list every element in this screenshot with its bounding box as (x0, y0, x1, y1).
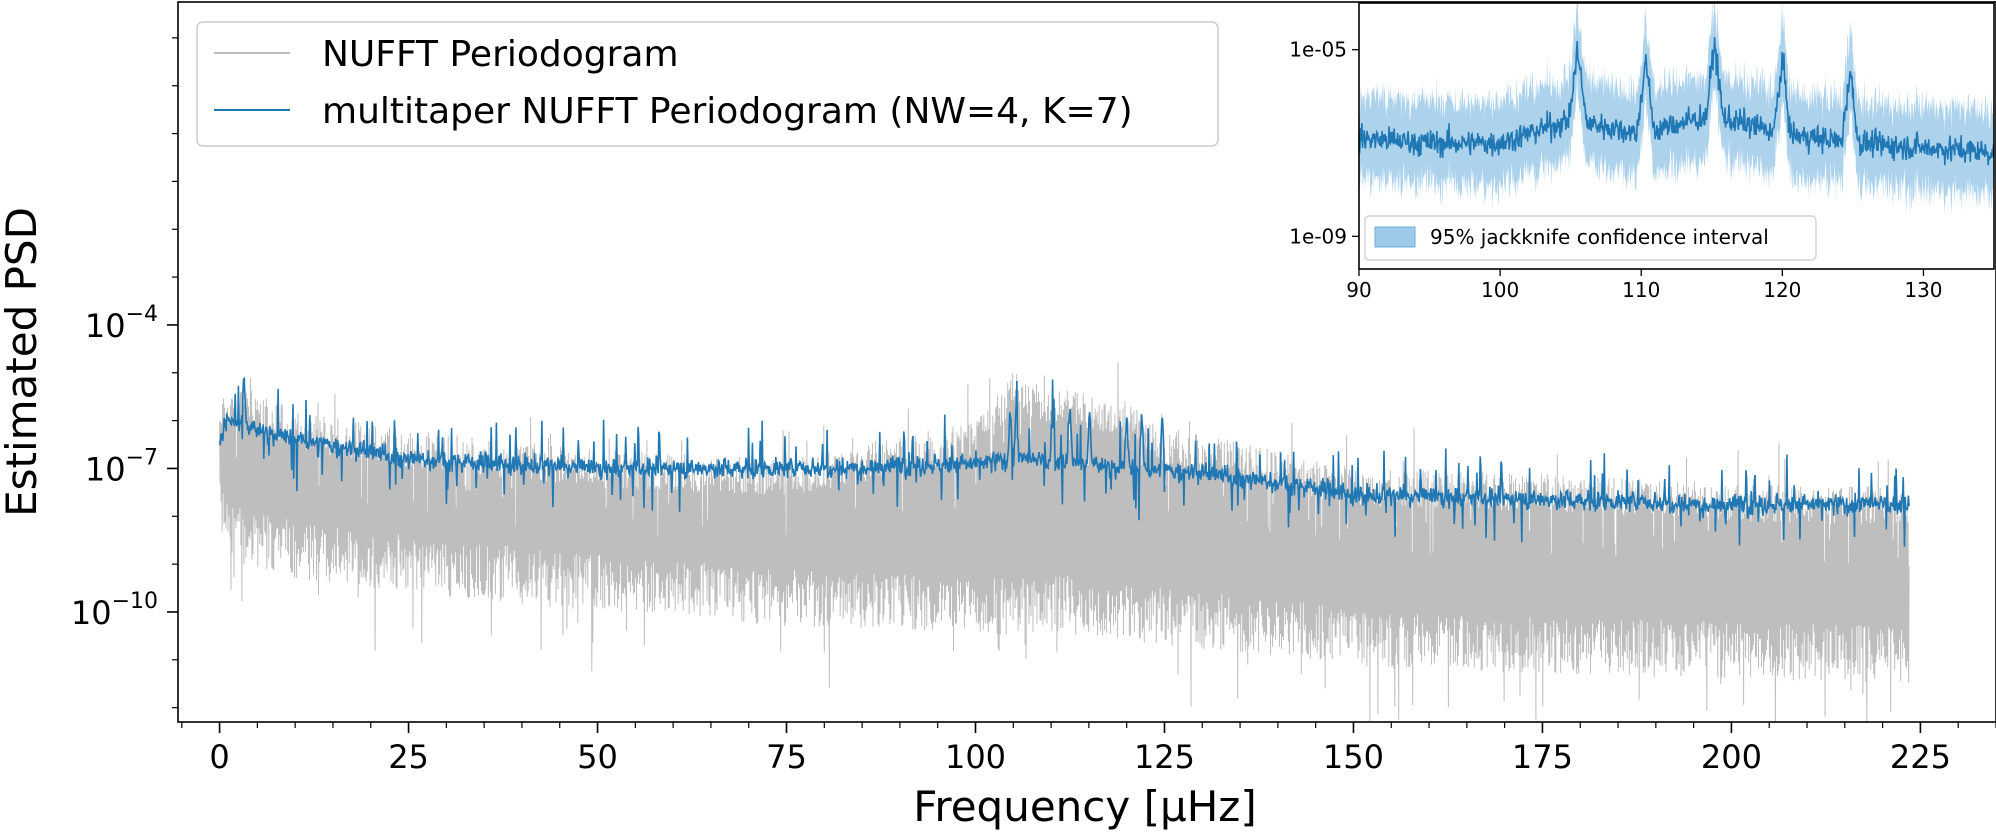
x-tick-label: 175 (1512, 738, 1573, 776)
main-legend: NUFFT Periodogram multitaper NUFFT Perio… (196, 21, 1219, 147)
inset-legend-label: 95% jackknife confidence interval (1430, 225, 1769, 249)
inset-legend-swatch (1374, 226, 1416, 248)
inset-x-tick-label: 110 (1622, 278, 1660, 302)
confidence-interval-band (1359, 3, 1994, 215)
legend-label-nufft: NUFFT Periodogram (322, 34, 679, 75)
x-axis-label: Frequency [μHz] (913, 782, 1256, 831)
inset-multitaper-series (1359, 37, 1994, 166)
inset-legend: 95% jackknife confidence interval (1364, 215, 1817, 261)
x-tick-label: 25 (388, 738, 429, 776)
x-tick-label: 100 (945, 738, 1006, 776)
inset-y-tick-label: 1e-05 (1289, 38, 1347, 62)
nufft-periodogram-series (219, 361, 1910, 722)
x-tick-label: 150 (1323, 738, 1384, 776)
y-axis-label: Estimated PSD (0, 207, 46, 517)
main-legend-box (196, 21, 1219, 147)
main-x-ticks: 0 25 50 75 100 125 150 175 200 225 (181, 722, 1996, 776)
inset-x-tick-label: 100 (1481, 278, 1519, 302)
y-tick-label: 10−4 (85, 302, 158, 345)
inset-x-tick-label: 120 (1763, 278, 1801, 302)
multitaper-periodogram-series (218, 376, 1910, 547)
inset-y-ticks: 1e-05 1e-09 (1289, 38, 1359, 248)
inset-x-tick-label: 90 (1346, 278, 1371, 302)
x-tick-label: 75 (766, 738, 807, 776)
main-y-ticks: 10−4 10−7 10−10 (71, 37, 178, 709)
x-tick-label: 125 (1134, 738, 1195, 776)
inset-x-tick-label: 130 (1904, 278, 1942, 302)
inset-axes-border (1358, 2, 1995, 270)
x-tick-label: 225 (1890, 738, 1951, 776)
inset-y-tick-label: 1e-09 (1289, 224, 1347, 248)
main-axes-border (177, 1, 1996, 723)
x-tick-label: 0 (209, 738, 229, 776)
inset-plot: 90 100 110 120 130 1e-05 1e-09 95% jackknife … (1289, 2, 1995, 302)
inset-x-ticks: 90 100 110 120 130 (1346, 269, 1943, 302)
legend-label-multitaper: multitaper NUFFT Periodogram (NW=4, K=7) (322, 91, 1133, 132)
x-tick-label: 50 (577, 738, 618, 776)
y-tick-label: 10−10 (71, 589, 158, 632)
x-tick-label: 200 (1701, 738, 1762, 776)
y-tick-label: 10−7 (85, 445, 158, 488)
inset-legend-box (1364, 215, 1817, 261)
